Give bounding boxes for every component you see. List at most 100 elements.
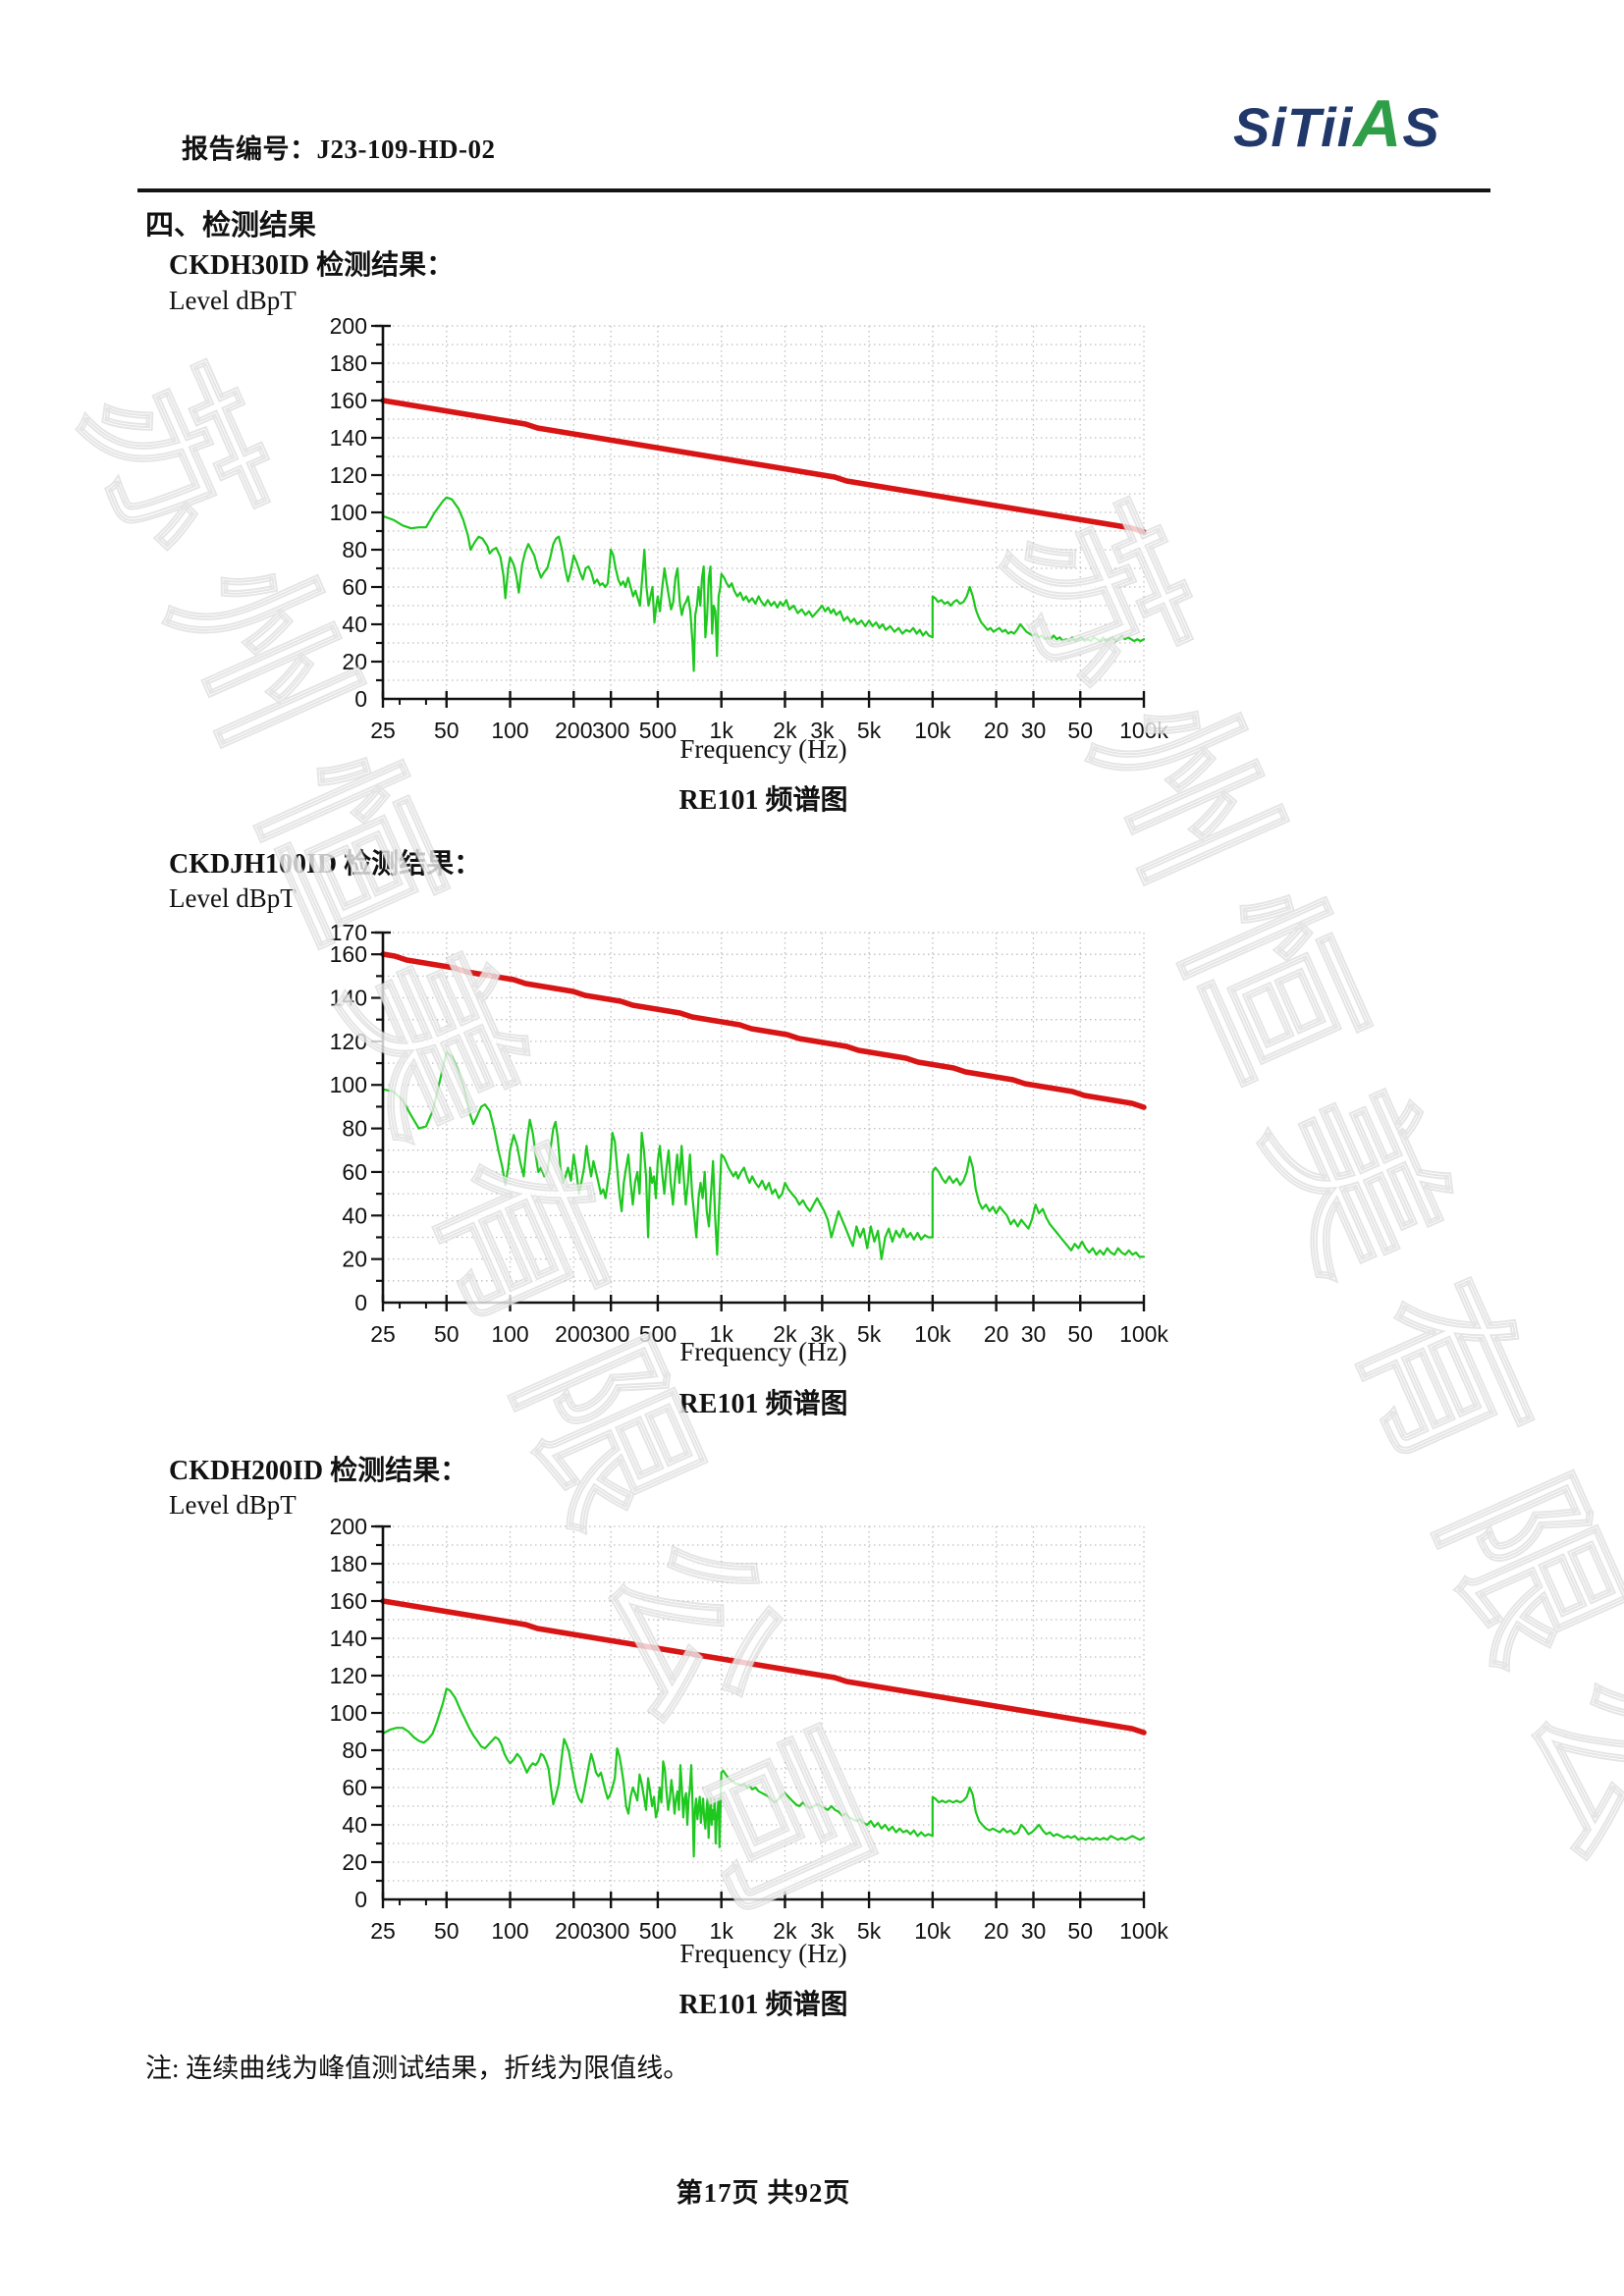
chart3-title: CKDH200ID 检测结果： <box>169 1456 468 1486</box>
svg-text:100: 100 <box>491 1321 528 1347</box>
svg-text:2k: 2k <box>773 1321 797 1347</box>
y-tick-labels: 0 20 40 60 80 100 120 140 160 180 200 <box>330 313 367 712</box>
svg-text:200: 200 <box>555 1321 592 1347</box>
chart1-xlabel: Frequency (Hz) <box>679 734 847 764</box>
svg-text:50: 50 <box>1067 718 1093 743</box>
svg-text:30: 30 <box>1021 718 1047 743</box>
limit-line <box>380 951 1147 1110</box>
section-title: 四、检测结果 <box>145 210 317 241</box>
svg-text:160: 160 <box>330 1588 367 1614</box>
svg-text:20: 20 <box>342 1849 367 1875</box>
svg-text:3k: 3k <box>810 1321 835 1347</box>
svg-text:170: 170 <box>330 920 367 945</box>
limit-line <box>380 1598 1147 1735</box>
logo-text-sitii: SiTii <box>1233 96 1354 158</box>
svg-text:30: 30 <box>1021 1321 1047 1347</box>
report-number: 报告编号：J23-109-HD-02 <box>182 134 496 164</box>
chart1-caption: RE101 频谱图 <box>678 785 848 816</box>
svg-text:200: 200 <box>555 718 592 743</box>
measurement-trace <box>381 1050 1146 1260</box>
svg-text:120: 120 <box>330 462 367 488</box>
chart2-xlabel: Frequency (Hz) <box>679 1337 847 1366</box>
svg-text:120: 120 <box>330 1663 367 1688</box>
axes-layer <box>371 324 1146 708</box>
grid-layer <box>383 325 1145 699</box>
grid-layer <box>383 932 1145 1303</box>
svg-text:60: 60 <box>342 1775 367 1800</box>
svg-text:10k: 10k <box>914 1321 951 1347</box>
measurement-trace <box>381 1687 1146 1858</box>
svg-text:200: 200 <box>330 313 367 339</box>
header-divider <box>137 188 1490 192</box>
svg-text:160: 160 <box>330 941 367 967</box>
svg-text:140: 140 <box>330 986 367 1011</box>
svg-text:50: 50 <box>1067 1918 1093 1944</box>
svg-text:300: 300 <box>592 1918 629 1944</box>
axes-layer <box>371 1524 1146 1908</box>
svg-text:20: 20 <box>984 1321 1009 1347</box>
svg-text:50: 50 <box>434 1321 460 1347</box>
svg-text:200: 200 <box>555 1918 592 1944</box>
chart3-xlabel: Frequency (Hz) <box>679 1939 847 1968</box>
svg-text:80: 80 <box>342 1116 367 1142</box>
svg-text:100k: 100k <box>1119 1918 1168 1944</box>
svg-text:25: 25 <box>370 1321 396 1347</box>
svg-text:1k: 1k <box>710 1321 734 1347</box>
svg-text:500: 500 <box>639 1918 677 1944</box>
svg-text:50: 50 <box>1067 1321 1093 1347</box>
svg-text:80: 80 <box>342 1737 367 1763</box>
svg-text:100: 100 <box>491 1918 528 1944</box>
chart2-caption: RE101 频谱图 <box>678 1389 848 1419</box>
svg-text:3k: 3k <box>810 1918 835 1944</box>
svg-text:40: 40 <box>342 1202 367 1228</box>
svg-text:120: 120 <box>330 1029 367 1054</box>
svg-text:40: 40 <box>342 1812 367 1838</box>
svg-text:180: 180 <box>330 350 367 376</box>
note-text: 注: 连续曲线为峰值测试结果，折线为限值线。 <box>145 2054 690 2083</box>
svg-text:10k: 10k <box>914 718 951 743</box>
chart3-caption: RE101 频谱图 <box>678 1990 848 2020</box>
measurement-trace <box>381 496 1146 672</box>
chart1-ylabel: Level dBpT <box>169 286 297 315</box>
svg-text:160: 160 <box>330 388 367 413</box>
x-tick-labels: 25 50 100 200 300 500 1k 2k 3k 5k 10k 20 30 50 100k <box>370 718 1168 743</box>
svg-text:10k: 10k <box>914 1918 951 1944</box>
svg-text:0: 0 <box>354 1887 367 1912</box>
svg-text:60: 60 <box>342 1159 367 1185</box>
y-tick-labels: 0 20 40 60 80 100 120 140 160 180 200 <box>330 1514 367 1912</box>
svg-text:100k: 100k <box>1119 718 1168 743</box>
svg-text:5k: 5k <box>857 1321 882 1347</box>
x-tick-labels: 25 50 100 200 300 500 1k 2k 3k 5k 10k 20 30 50 100k <box>370 1918 1168 1944</box>
svg-text:140: 140 <box>330 425 367 451</box>
chart1-title: CKDH30ID 检测结果： <box>169 250 455 281</box>
chart2-ylabel: Level dBpT <box>169 883 297 913</box>
svg-text:50: 50 <box>434 1918 460 1944</box>
svg-text:20: 20 <box>342 1247 367 1272</box>
svg-text:60: 60 <box>342 574 367 600</box>
svg-text:20: 20 <box>984 1918 1009 1944</box>
chart3-ylabel: Level dBpT <box>169 1490 297 1520</box>
svg-text:200: 200 <box>330 1514 367 1539</box>
logo-letter-a: A <box>1353 86 1403 161</box>
svg-text:100: 100 <box>330 1072 367 1097</box>
svg-text:50: 50 <box>434 718 460 743</box>
svg-text:40: 40 <box>342 612 367 637</box>
sitiias-logo: SiTiiAS <box>1233 90 1440 157</box>
re101-chart-3: 0 20 40 60 80 100 120 140 160 180 200 25 50 100 200 300… <box>295 1514 1198 1954</box>
svg-text:20: 20 <box>984 718 1009 743</box>
logo-letter-s: S <box>1402 96 1440 158</box>
svg-text:30: 30 <box>1021 1918 1047 1944</box>
svg-text:2k: 2k <box>773 1918 797 1944</box>
svg-text:180: 180 <box>330 1551 367 1576</box>
svg-text:100k: 100k <box>1119 1321 1168 1347</box>
svg-text:100: 100 <box>491 718 528 743</box>
svg-text:2k: 2k <box>773 718 797 743</box>
svg-text:0: 0 <box>354 1290 367 1315</box>
x-tick-labels: 25 50 100 200 300 500 1k 2k 3k 5k 10k 20 30 50 100k <box>370 1321 1168 1347</box>
svg-text:0: 0 <box>354 686 367 712</box>
svg-text:100: 100 <box>330 500 367 525</box>
